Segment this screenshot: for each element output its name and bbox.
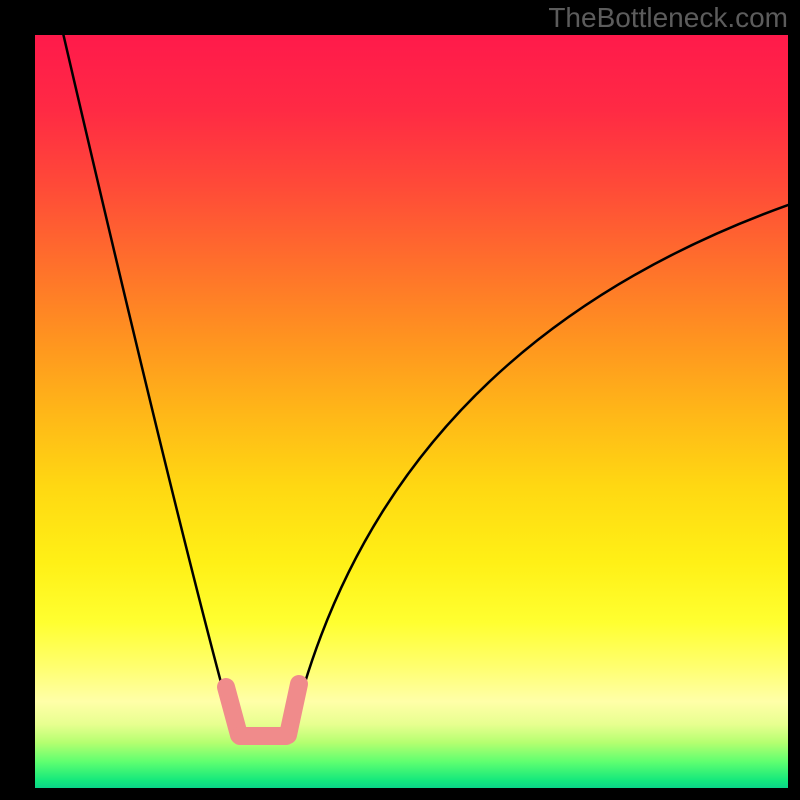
gradient-background	[35, 35, 788, 788]
plot-svg	[0, 0, 800, 800]
watermark-text: TheBottleneck.com	[548, 2, 788, 34]
plot-area	[0, 0, 800, 800]
marker-right-segment	[288, 684, 299, 735]
